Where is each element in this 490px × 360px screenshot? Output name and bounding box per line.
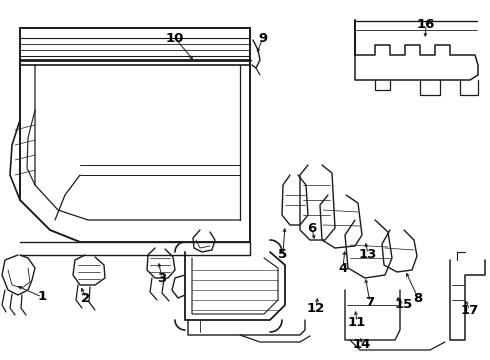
Text: 12: 12: [307, 302, 325, 315]
Text: 10: 10: [166, 31, 184, 45]
Text: 16: 16: [417, 18, 435, 31]
Text: 3: 3: [157, 271, 167, 284]
Text: 15: 15: [395, 298, 413, 311]
Text: 7: 7: [366, 296, 374, 309]
Text: 11: 11: [348, 315, 366, 328]
Text: 2: 2: [81, 292, 91, 305]
Text: 4: 4: [339, 261, 347, 274]
Text: 1: 1: [37, 291, 47, 303]
Text: 17: 17: [461, 303, 479, 316]
Text: 14: 14: [353, 338, 371, 351]
Text: 8: 8: [414, 292, 423, 305]
Text: 6: 6: [307, 221, 317, 234]
Text: 9: 9: [258, 31, 268, 45]
Text: 13: 13: [359, 248, 377, 261]
Text: 5: 5: [278, 248, 288, 261]
